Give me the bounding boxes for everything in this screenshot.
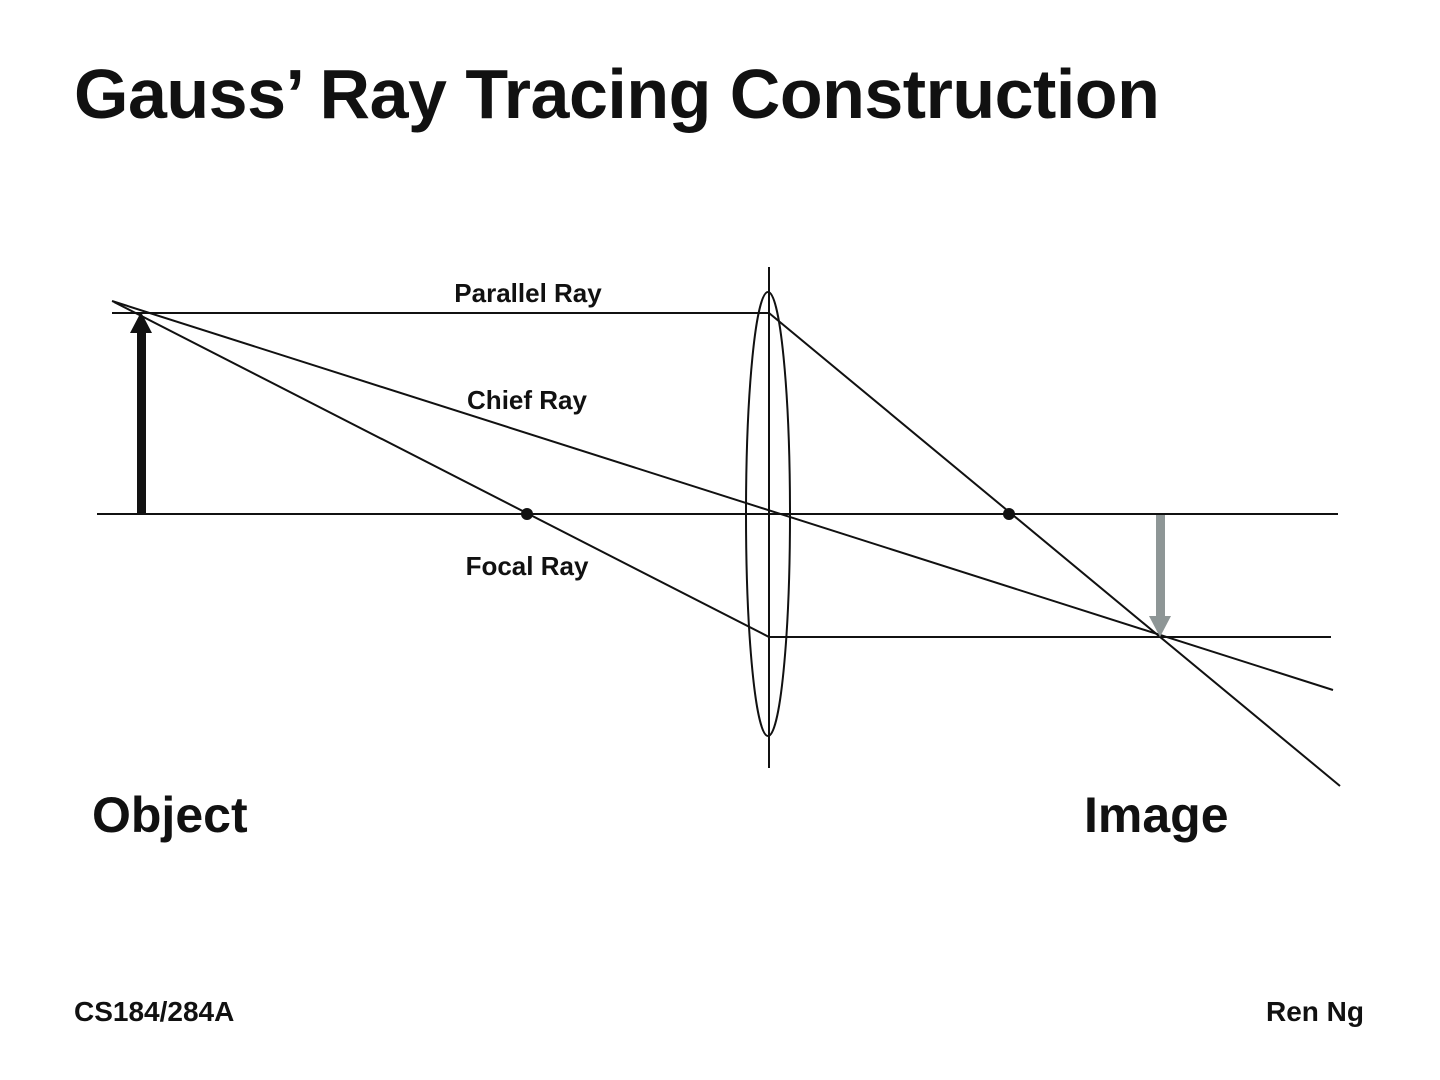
object-label: Object — [92, 787, 248, 843]
author-label: Ren Ng — [1266, 996, 1364, 1027]
slide-title: Gauss’ Ray Tracing Construction — [74, 55, 1160, 133]
parallel-ray-label: Parallel Ray — [454, 278, 602, 308]
lens — [745, 291, 791, 737]
focal-ray-label: Focal Ray — [466, 551, 589, 581]
far-focal-point — [1003, 508, 1015, 520]
near-focal-point — [521, 508, 533, 520]
course-label: CS184/284A — [74, 996, 235, 1027]
focal-ray — [113, 301, 1331, 638]
chief-ray — [111, 300, 1334, 691]
parallel-ray — [112, 312, 1341, 787]
chief-ray-label: Chief Ray — [467, 385, 587, 415]
image-arrow — [1149, 515, 1171, 637]
image-label: Image — [1084, 787, 1229, 843]
object-arrow — [130, 312, 152, 514]
